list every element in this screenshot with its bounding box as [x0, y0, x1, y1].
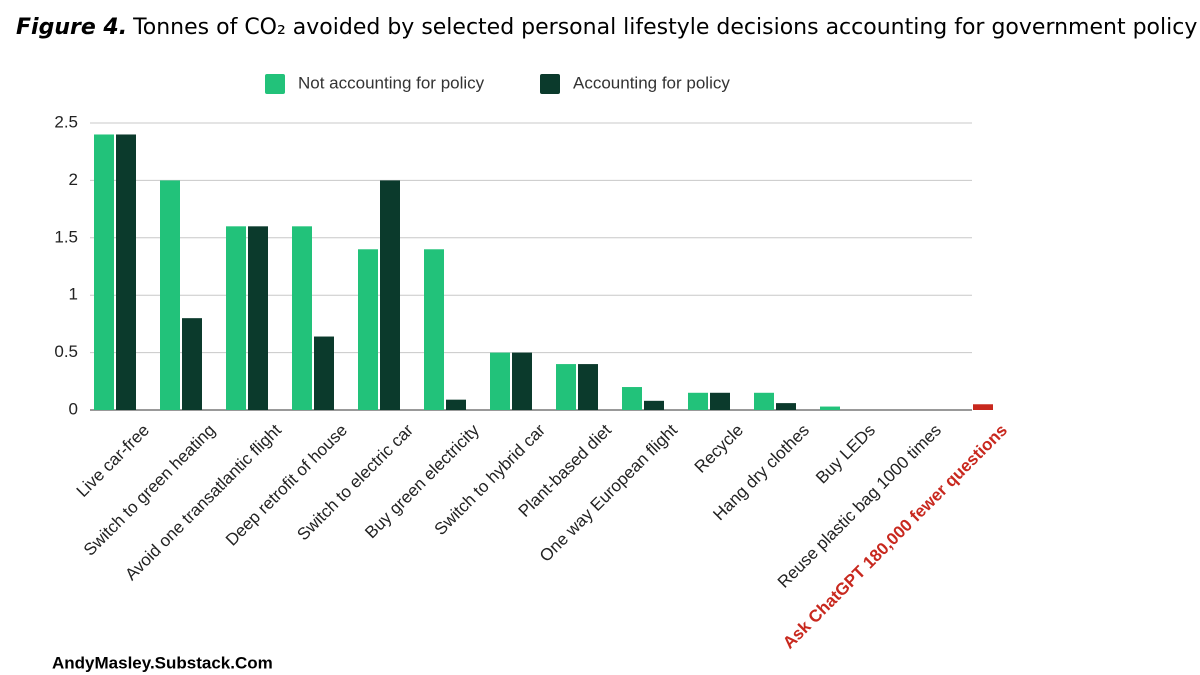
bar: [644, 400, 664, 410]
y-tick-label: 2: [69, 170, 78, 189]
bar: [160, 180, 180, 410]
bar: [578, 364, 598, 410]
legend-label: Not accounting for policy: [298, 73, 485, 92]
bar: [226, 226, 246, 410]
bar: [490, 352, 510, 410]
bar: [314, 336, 334, 410]
x-tick-label: Deep retrofit of house: [222, 421, 351, 550]
y-tick-label: 1: [69, 285, 78, 304]
bar: [973, 404, 993, 410]
bar: [424, 249, 444, 410]
bar: [556, 364, 576, 410]
bar: [292, 226, 312, 410]
legend-label: Accounting for policy: [573, 73, 730, 92]
x-tick-label: Switch to electric car: [293, 420, 417, 544]
source: AndyMasley.Substack.Com: [52, 653, 273, 672]
x-tick-label: Switch to green heating: [80, 421, 219, 560]
bar: [688, 392, 708, 410]
y-tick-label: 0: [69, 399, 78, 418]
chart-title-group: Figure 4. Tonnes of CO₂ avoided by select…: [16, 15, 1197, 40]
bar: [116, 134, 136, 411]
bar: [710, 392, 730, 410]
bar: [754, 392, 774, 410]
bar: [622, 387, 642, 410]
x-tick-label: Buy LEDs: [812, 421, 879, 488]
legend-swatch: [540, 74, 560, 94]
bar: [776, 403, 796, 410]
x-tick-label: One way European flight: [536, 420, 681, 565]
legend-swatch: [265, 74, 285, 94]
bar: [358, 249, 378, 410]
bar: [820, 406, 840, 410]
figure-label: Figure 4.: [16, 15, 127, 40]
x-tick-label: Ask ChatGPT 180,000 fewer questions: [779, 421, 1011, 653]
x-tick-label: Switch to hybrid car: [431, 420, 550, 539]
bar: [94, 134, 114, 411]
y-tick-label: 0.5: [54, 342, 78, 361]
bar: [446, 399, 466, 410]
chart-title: Tonnes of CO₂ avoided by selected person…: [132, 15, 1197, 40]
x-tick-label: Buy green electricity: [361, 420, 483, 542]
bar: [248, 226, 268, 410]
y-tick-label: 2.5: [54, 112, 78, 131]
y-tick-label: 1.5: [54, 227, 78, 246]
bar: [182, 318, 202, 410]
bar: [380, 180, 400, 410]
x-tick-label: Recycle: [691, 421, 747, 477]
bar: [512, 352, 532, 410]
